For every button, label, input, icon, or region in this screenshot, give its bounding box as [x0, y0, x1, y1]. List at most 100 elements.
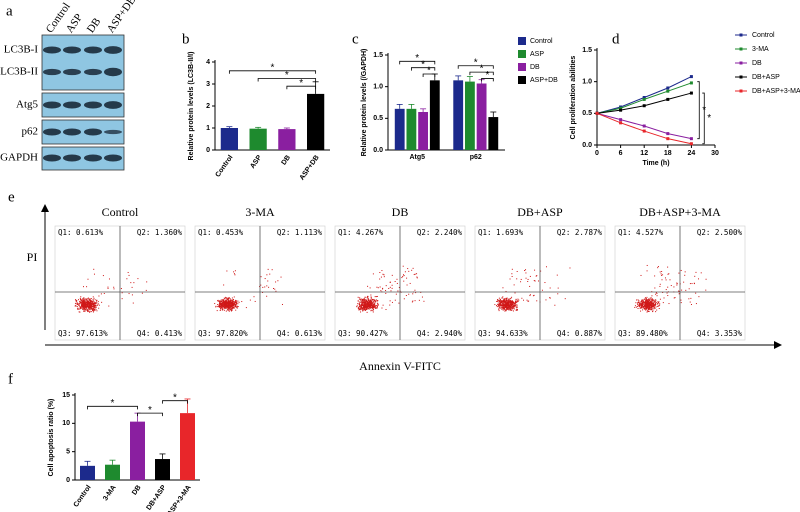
flow-dot: [361, 308, 363, 310]
flow-dot: [369, 305, 371, 307]
flow-dot: [667, 286, 669, 288]
flow-dot: [218, 305, 220, 307]
flow-dot: [640, 303, 642, 305]
flow-dot: [220, 300, 222, 302]
flow-dot: [92, 300, 94, 302]
flow-dot: [646, 302, 648, 304]
flow-dot: [368, 305, 370, 307]
flow-dot: [92, 298, 94, 300]
line-marker: [595, 111, 599, 115]
flow-dot: [510, 309, 512, 311]
flow-dot: [364, 305, 366, 307]
flow-dot: [217, 299, 219, 301]
flow-dot: [224, 305, 226, 307]
flow-dot: [370, 300, 372, 302]
flow-dot: [406, 284, 408, 286]
flow-dot: [89, 304, 91, 306]
flow-dot: [498, 307, 500, 309]
flow-dot: [523, 299, 525, 301]
blot-band: [63, 128, 81, 136]
flow-dot: [223, 306, 225, 308]
flow-dot: [502, 308, 504, 310]
flow-dot: [652, 300, 654, 302]
flow-dot: [218, 300, 220, 302]
flow-dot: [264, 286, 266, 288]
flow-dot: [361, 299, 363, 301]
flow-dot: [647, 310, 649, 312]
blot-band: [104, 101, 122, 109]
flow-dot: [260, 284, 262, 286]
flow-dot: [505, 297, 507, 299]
flow-dot: [506, 299, 508, 301]
flow-dot: [648, 306, 650, 308]
flow-dot: [698, 296, 700, 298]
flow-dots: [494, 266, 571, 312]
flow-dot: [506, 305, 508, 307]
flow-dot: [503, 307, 505, 309]
flow-dot: [498, 299, 500, 301]
flow-dot: [506, 307, 508, 309]
flow-dot: [79, 300, 81, 302]
bar: [307, 93, 325, 150]
flow-dot: [221, 304, 223, 306]
quadrant-label: Q4: 3.353%: [697, 329, 743, 338]
flow-dot: [641, 301, 643, 303]
flow-dot: [385, 285, 387, 287]
flow-dot: [658, 308, 660, 310]
flow-dot: [236, 302, 238, 304]
x-tick-label: 18: [664, 150, 672, 157]
flow-dot: [651, 295, 653, 297]
flow-dot: [232, 301, 234, 303]
flow-dot: [360, 306, 362, 308]
flow-dot: [650, 307, 652, 309]
flow-dot: [233, 307, 235, 309]
bar: [105, 464, 120, 480]
flow-dot: [229, 308, 231, 310]
flow-dot: [360, 308, 362, 310]
flow-dot: [76, 302, 78, 304]
flow-dot: [220, 302, 222, 304]
flow-dot: [77, 299, 79, 301]
flow-dot: [360, 301, 362, 303]
flow-dot: [650, 304, 652, 306]
flow-dot: [366, 306, 368, 308]
flow-dot: [364, 302, 366, 304]
flow-dot: [216, 310, 218, 312]
flow-dot: [511, 302, 513, 304]
flow-dot: [225, 298, 227, 300]
flow-dot: [358, 302, 360, 304]
legend-swatch: [518, 76, 526, 84]
flow-dot: [545, 299, 547, 301]
flow-dot: [652, 304, 654, 306]
flow-dot: [226, 270, 228, 272]
flow-dot: [221, 303, 223, 305]
flow-dot: [394, 281, 396, 283]
flow-dot: [510, 305, 512, 307]
flow-dot: [506, 309, 508, 311]
flow-dot: [649, 301, 651, 303]
x-tick-label: Control: [215, 154, 235, 178]
x-tick-label: DB+ASP: [146, 484, 168, 512]
flow-dot: [532, 295, 534, 297]
flow-dot: [650, 298, 652, 300]
flow-dot: [638, 302, 640, 304]
flow-dot: [372, 308, 374, 310]
flow-dot: [395, 293, 397, 295]
flow-dot: [521, 297, 523, 299]
flow-dot: [372, 306, 374, 308]
flow-dots: [214, 268, 283, 312]
flow-dot: [362, 310, 364, 312]
flow-dot: [94, 299, 96, 301]
flow-dot: [367, 301, 369, 303]
legend-marker: [739, 33, 743, 37]
flow-dot: [513, 308, 515, 310]
flow-dot: [498, 303, 500, 305]
flow-dot: [220, 308, 222, 310]
flow-dot: [529, 295, 531, 297]
flow-dot: [650, 306, 652, 308]
flow-dot: [505, 306, 507, 308]
flow-dot: [77, 308, 79, 310]
flow-dot: [509, 300, 511, 302]
flow-dot: [654, 305, 656, 307]
flow-dot: [86, 286, 88, 288]
